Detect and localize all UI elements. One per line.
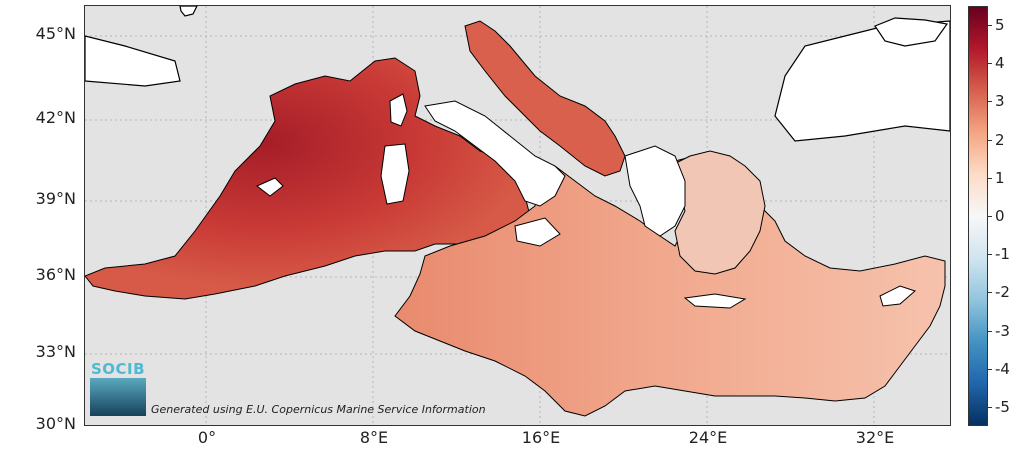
lon-label: 32°E — [855, 428, 895, 447]
island-sardinia — [380, 143, 410, 205]
colorbar-tick-label: -4 — [995, 359, 1010, 378]
colorbar-tick-label: 3 — [995, 92, 1005, 111]
lon-label: 16°E — [521, 428, 561, 447]
island-cyprus — [879, 285, 916, 307]
colorbar-tick-label: 5 — [995, 16, 1005, 35]
colorbar-tick-mark — [988, 25, 992, 27]
land-greece — [624, 145, 686, 237]
colorbar-tick-label: -3 — [995, 321, 1010, 340]
colorbar-tick-mark — [988, 101, 992, 103]
lat-label: 39°N — [35, 189, 76, 208]
colorbar-tick-label: 1 — [995, 168, 1005, 187]
map-frame — [84, 5, 951, 426]
lat-label: 45°N — [35, 24, 76, 43]
lon-label: 0° — [197, 428, 217, 447]
island-sicily — [514, 217, 561, 247]
island-corsica — [389, 93, 408, 127]
land-italy — [424, 100, 566, 207]
islands — [256, 93, 916, 309]
colorbar-tick-label: -1 — [995, 245, 1010, 264]
logo-graphic — [90, 378, 146, 416]
lat-label: 42°N — [35, 108, 76, 127]
colorbar-tick-mark — [988, 292, 992, 294]
colorbar-tick-mark — [988, 368, 992, 370]
socib-logo: SOCIB — [88, 358, 148, 418]
lat-label: 30°N — [35, 414, 76, 433]
land-north-central — [179, 6, 198, 17]
colorbar-tick-mark — [988, 216, 992, 217]
island-crete — [683, 293, 747, 309]
logo-text: SOCIB — [90, 360, 146, 378]
colorbar-tick-label: 0 — [995, 207, 1005, 225]
island-balearic — [256, 177, 284, 197]
lon-label: 8°E — [359, 428, 389, 447]
sea-aegean — [669, 150, 766, 275]
sea-adriatic — [464, 20, 626, 177]
colorbar-tick-label: -2 — [995, 283, 1010, 302]
sea-east-med — [394, 153, 946, 417]
land-crimea — [874, 17, 949, 47]
sea-west-med — [85, 57, 531, 300]
credit-text: Generated using E.U. Copernicus Marine S… — [151, 403, 486, 416]
colorbar — [968, 6, 988, 426]
land-north-west — [85, 35, 181, 87]
colorbar-tick-mark — [988, 139, 992, 141]
lat-label: 33°N — [35, 342, 76, 361]
land — [85, 6, 950, 142]
land-north-east — [774, 20, 950, 142]
lat-label: 36°N — [35, 265, 76, 284]
colorbar-tick-mark — [988, 406, 992, 408]
lon-label: 24°E — [688, 428, 728, 447]
colorbar-tick-mark — [988, 330, 992, 332]
colorbar-tick-label: 4 — [995, 54, 1005, 73]
colorbar-tick-label: -5 — [995, 397, 1010, 416]
colorbar-tick-mark — [988, 254, 992, 256]
colorbar-tick-label: 2 — [995, 130, 1005, 149]
colorbar-tick-mark — [988, 177, 992, 179]
colorbar-tick-mark — [988, 63, 992, 65]
map-canvas — [85, 6, 950, 425]
